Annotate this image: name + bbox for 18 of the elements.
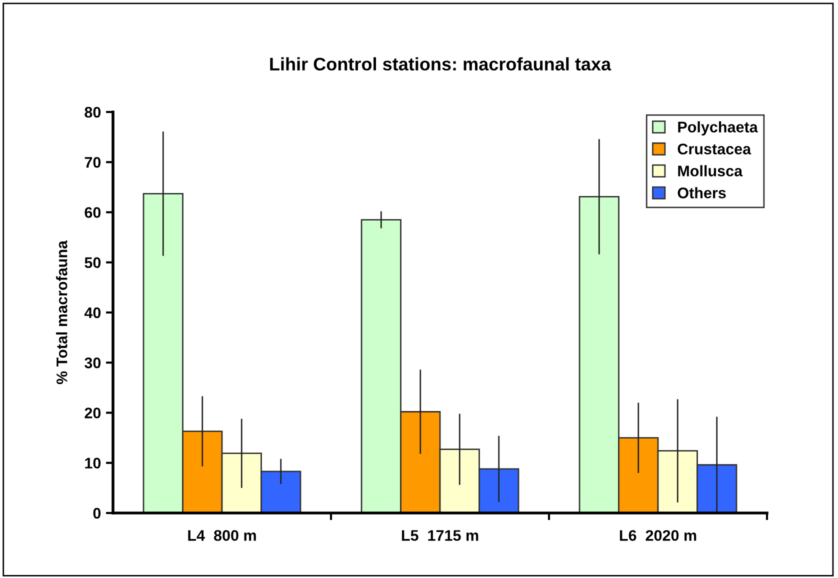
y-tick-label: 70 bbox=[84, 156, 101, 168]
y-tick-label: 0 bbox=[93, 508, 101, 519]
legend-label: Others bbox=[678, 187, 726, 198]
y-tick-label: 40 bbox=[84, 307, 101, 318]
chart-title: Lihir Control stations: macrofaunal taxa bbox=[270, 57, 612, 71]
y-tick-label: 80 bbox=[84, 106, 101, 118]
x-tick-label: L4 800 m bbox=[188, 530, 256, 541]
y-tick-label: 20 bbox=[84, 408, 101, 418]
x-tick-label: L5 1715 m bbox=[402, 530, 478, 541]
y-tick-label: 60 bbox=[84, 207, 101, 218]
x-tick-label: L6 2020 m bbox=[620, 530, 696, 541]
y-axis-title: % Total macrofauna bbox=[56, 240, 68, 384]
legend-label: Mollusca bbox=[678, 165, 743, 176]
legend-label: Crustacea bbox=[678, 144, 752, 154]
y-tick-label: 50 bbox=[84, 257, 101, 268]
legend-label: Polychaeta bbox=[678, 121, 758, 136]
y-tick-label: 30 bbox=[84, 357, 101, 368]
y-tick-label: 10 bbox=[85, 458, 101, 469]
